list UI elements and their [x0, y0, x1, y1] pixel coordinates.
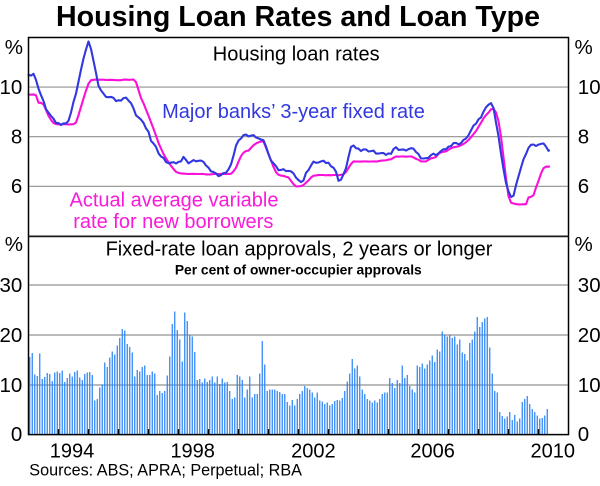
svg-text:2006: 2006	[410, 441, 455, 463]
svg-text:Per cent of owner-occupier app: Per cent of owner-occupier approvals	[175, 263, 422, 278]
svg-text:1994: 1994	[50, 441, 95, 463]
svg-text:8: 8	[578, 126, 589, 149]
svg-text:10: 10	[0, 374, 22, 397]
svg-text:0: 0	[578, 423, 589, 446]
svg-text:%: %	[575, 36, 593, 59]
svg-text:Housing Loan Rates and Loan Ty: Housing Loan Rates and Loan Type	[56, 1, 540, 33]
svg-text:Actual average variable: Actual average variable	[69, 189, 278, 211]
svg-text:%: %	[575, 233, 593, 256]
svg-text:6: 6	[578, 175, 589, 198]
svg-text:Sources: ABS; APRA; Perpetual;: Sources: ABS; APRA; Perpetual; RBA	[29, 461, 302, 479]
svg-text:2002: 2002	[291, 441, 336, 463]
svg-text:20: 20	[578, 324, 600, 347]
svg-text:10: 10	[0, 76, 22, 99]
svg-text:20: 20	[0, 324, 22, 347]
svg-text:30: 30	[578, 274, 600, 297]
svg-text:2010: 2010	[531, 441, 576, 463]
svg-text:0: 0	[11, 423, 22, 446]
svg-text:Major banks’ 3-year fixed rate: Major banks’ 3-year fixed rate	[162, 101, 425, 123]
svg-text:%: %	[5, 36, 23, 59]
svg-text:30: 30	[0, 274, 22, 297]
svg-text:10: 10	[578, 76, 600, 99]
svg-text:6: 6	[11, 175, 22, 198]
svg-text:Housing loan rates: Housing loan rates	[213, 44, 380, 66]
svg-text:1998: 1998	[170, 441, 215, 463]
svg-text:Fixed-rate loan approvals, 2 y: Fixed-rate loan approvals, 2 years or lo…	[106, 238, 493, 260]
svg-text:10: 10	[578, 374, 600, 397]
svg-text:rate for new borrowers: rate for new borrowers	[73, 211, 273, 233]
svg-text:%: %	[5, 233, 23, 256]
svg-text:8: 8	[11, 126, 22, 149]
